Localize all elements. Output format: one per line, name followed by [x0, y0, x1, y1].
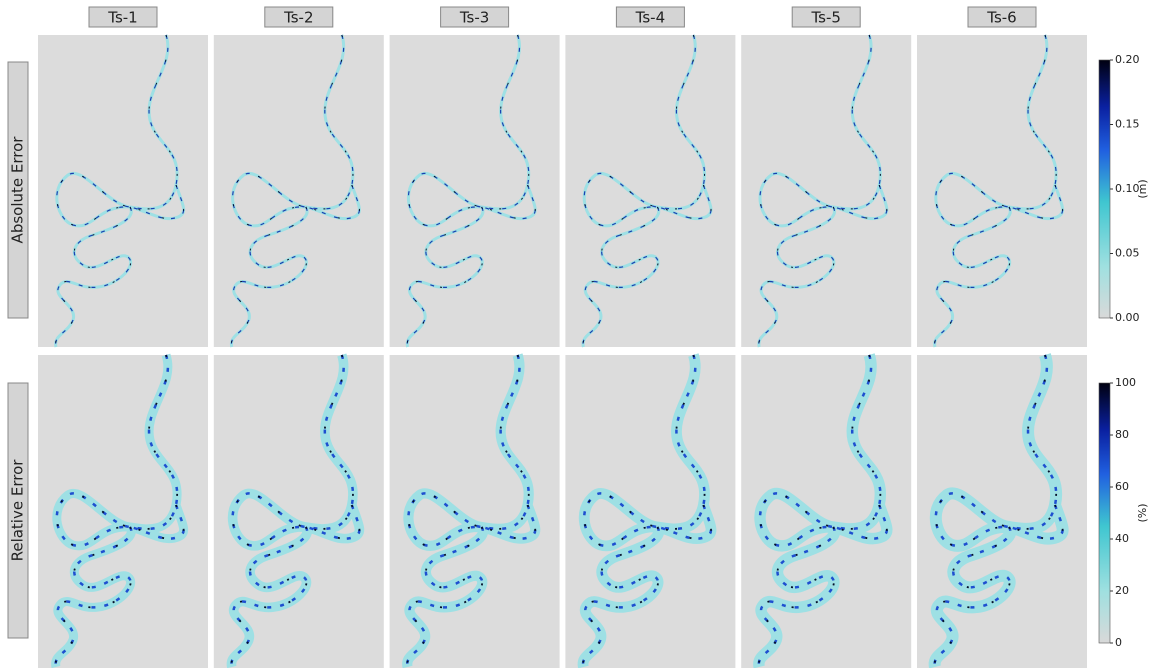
column-header: Ts-6 [986, 9, 1016, 27]
colorbar [1099, 60, 1110, 318]
colorbar-tick-label: 0 [1115, 636, 1122, 649]
colorbar [1099, 383, 1110, 643]
colorbar-tick-label: 40 [1115, 532, 1129, 545]
column-header: Ts-3 [459, 9, 489, 27]
column-header: Ts-1 [107, 9, 137, 27]
row-label: Relative Error [9, 459, 27, 562]
colorbar-tick-label: 0.20 [1115, 53, 1140, 66]
row-label: Absolute Error [9, 136, 27, 244]
column-header: Ts-2 [283, 9, 313, 27]
colorbar-tick-label: 60 [1115, 480, 1129, 493]
colorbar-tick-label: 0.05 [1115, 247, 1140, 260]
colorbar-tick-label: 80 [1115, 428, 1129, 441]
column-header: Ts-4 [635, 9, 665, 27]
colorbar-tick-label: 20 [1115, 584, 1129, 597]
colorbar-tick-label: 0.00 [1115, 311, 1140, 324]
figure: Ts-1 Ts-2 Ts-3 Ts-4 Ts-5 Ts-6 Absolute Error R… [0, 0, 1157, 668]
colorbar-tick-label: 0.15 [1115, 118, 1140, 131]
colorbar-unit: (%) [1136, 503, 1149, 522]
colorbar-tick-label: 100 [1115, 376, 1136, 389]
column-header: Ts-5 [810, 9, 840, 27]
colorbar-unit: (m) [1136, 179, 1149, 198]
